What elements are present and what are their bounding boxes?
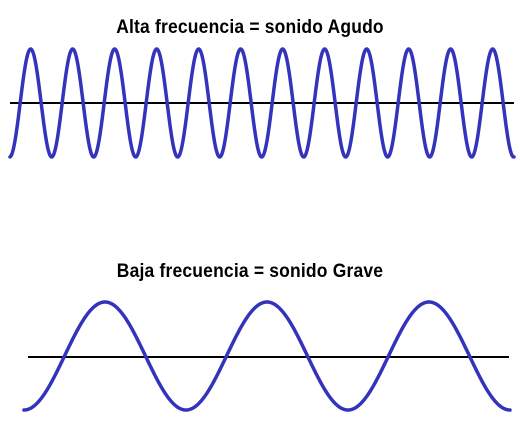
high-frequency-group bbox=[10, 49, 514, 157]
low-frequency-group bbox=[24, 302, 510, 410]
